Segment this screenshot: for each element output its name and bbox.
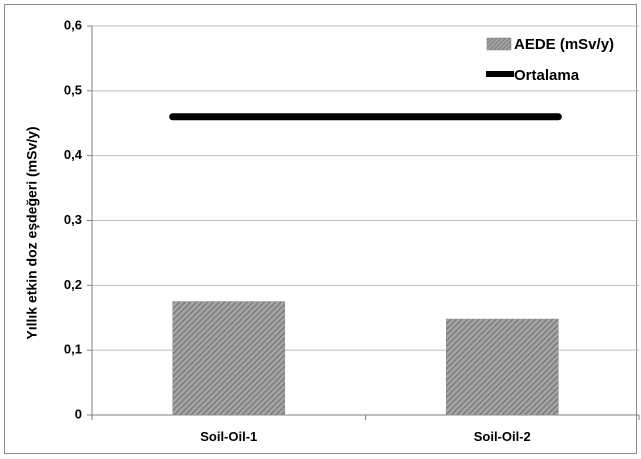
x-tick-label: Soil-Oil-1 (200, 429, 257, 444)
y-tick-label: 0,1 (64, 342, 82, 357)
bar-soil-oil-1 (172, 301, 286, 416)
y-tick-label: 0,2 (64, 277, 82, 292)
legend-label-aede: AEDE (mSv/y) (514, 36, 614, 53)
x-tick-label: Soil-Oil-2 (474, 429, 531, 444)
y-tick-label: 0,3 (64, 212, 82, 227)
bar-soil-oil-2 (445, 318, 559, 416)
y-tick-label: 0,4 (64, 147, 83, 162)
legend-label-ortalama: Ortalama (514, 67, 580, 84)
y-axis-title: Yıllık etkin doz eşdeğeri (mSv/y) (24, 126, 40, 339)
y-tick-labels: 0 0,1 0,2 0,3 0,4 0,5 0,6 (64, 17, 83, 421)
bars (172, 301, 559, 416)
y-tick-label: 0 (75, 406, 82, 421)
y-tick-label: 0,5 (64, 82, 82, 97)
legend-swatch-aede (486, 37, 512, 51)
x-tick-labels: Soil-Oil-1 Soil-Oil-2 (200, 429, 531, 444)
legend: AEDE (mSv/y) Ortalama (486, 36, 614, 84)
y-tick-label: 0,6 (64, 17, 82, 32)
